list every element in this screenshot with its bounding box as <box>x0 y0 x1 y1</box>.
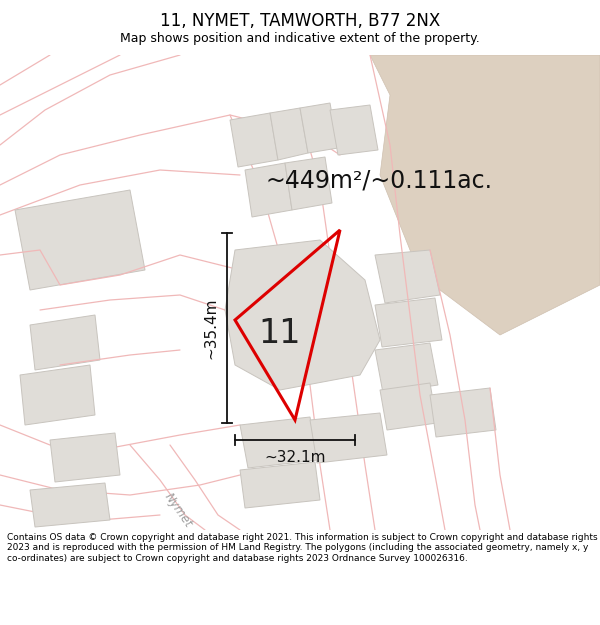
Text: Map shows position and indicative extent of the property.: Map shows position and indicative extent… <box>120 32 480 45</box>
Polygon shape <box>240 462 320 508</box>
Polygon shape <box>330 105 378 155</box>
Polygon shape <box>270 108 308 160</box>
Text: 11: 11 <box>259 317 301 350</box>
Polygon shape <box>245 163 292 217</box>
Polygon shape <box>20 365 95 425</box>
Polygon shape <box>15 190 145 290</box>
Text: Contains OS data © Crown copyright and database right 2021. This information is : Contains OS data © Crown copyright and d… <box>7 533 598 562</box>
Text: 11, NYMET, TAMWORTH, B77 2NX: 11, NYMET, TAMWORTH, B77 2NX <box>160 12 440 30</box>
Polygon shape <box>225 240 380 390</box>
Polygon shape <box>50 433 120 482</box>
Polygon shape <box>30 315 100 370</box>
Polygon shape <box>230 113 278 167</box>
Polygon shape <box>310 413 387 463</box>
Polygon shape <box>285 157 332 210</box>
Polygon shape <box>375 343 438 393</box>
Polygon shape <box>375 250 440 303</box>
Polygon shape <box>30 483 110 527</box>
Polygon shape <box>430 388 496 437</box>
Text: ~35.4m: ~35.4m <box>203 298 218 359</box>
Polygon shape <box>240 417 318 468</box>
Text: Nymet: Nymet <box>161 490 194 530</box>
Polygon shape <box>375 298 442 347</box>
Polygon shape <box>300 103 338 153</box>
Polygon shape <box>370 55 600 335</box>
Polygon shape <box>380 383 437 430</box>
Text: ~32.1m: ~32.1m <box>264 451 326 466</box>
Text: ~449m²/~0.111ac.: ~449m²/~0.111ac. <box>265 168 492 192</box>
